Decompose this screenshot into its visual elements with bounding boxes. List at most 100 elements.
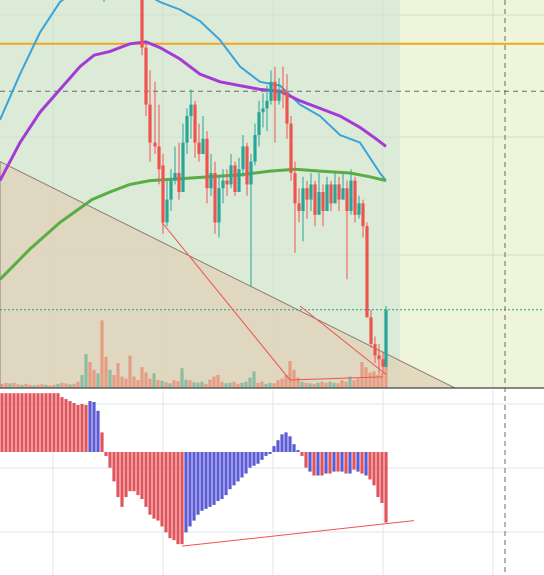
oscillator-bar bbox=[0, 393, 4, 452]
candle-body bbox=[325, 184, 329, 211]
oscillator-bar bbox=[124, 452, 128, 498]
volume-bar bbox=[264, 383, 268, 388]
oscillator-bar bbox=[280, 434, 284, 452]
candle-body bbox=[197, 142, 201, 154]
oscillator-bar bbox=[72, 403, 76, 452]
oscillator-bar bbox=[232, 452, 236, 486]
oscillator-bar bbox=[288, 436, 292, 452]
candle-body bbox=[329, 184, 333, 204]
oscillator-bar bbox=[336, 452, 340, 472]
volume-bar bbox=[276, 380, 280, 388]
oscillator-bar bbox=[168, 452, 172, 539]
price-zone-light bbox=[400, 0, 544, 388]
volume-bar bbox=[372, 371, 376, 388]
oscillator-bar bbox=[52, 393, 56, 452]
volume-bar bbox=[172, 380, 176, 388]
candle-body bbox=[297, 203, 301, 211]
candle-body bbox=[341, 188, 345, 200]
oscillator-bar bbox=[244, 452, 248, 474]
volume-bar bbox=[220, 381, 224, 388]
volume-bar bbox=[376, 375, 380, 388]
volume-bar bbox=[256, 382, 260, 388]
price-trendline bbox=[299, 305, 387, 375]
oscillator-bar bbox=[96, 410, 100, 452]
volume-bar bbox=[92, 369, 96, 388]
volume-bar bbox=[156, 380, 160, 388]
price-trendline bbox=[289, 376, 384, 381]
volume-bar bbox=[40, 384, 44, 388]
oscillator-bar bbox=[112, 452, 116, 482]
volume-bar bbox=[136, 380, 140, 388]
volume-bar bbox=[104, 356, 108, 388]
ma_fast-line bbox=[0, 0, 387, 182]
candle-body bbox=[233, 165, 237, 192]
oscillator-bar bbox=[252, 452, 256, 466]
candle-body bbox=[189, 104, 193, 116]
candle-body bbox=[373, 344, 377, 356]
candle-body bbox=[321, 192, 325, 211]
oscillator-bar bbox=[100, 432, 104, 452]
volume-bar bbox=[48, 385, 52, 388]
oscillator-bar bbox=[76, 404, 80, 452]
volume-bar bbox=[384, 366, 388, 388]
volume-bar bbox=[232, 381, 236, 388]
volume-bar bbox=[224, 383, 228, 388]
volume-bar bbox=[24, 383, 28, 388]
oscillator-bar bbox=[204, 452, 208, 509]
volume-bar bbox=[16, 384, 20, 388]
oscillator-bar bbox=[320, 452, 324, 476]
candle-body bbox=[273, 81, 277, 101]
volume-bar bbox=[228, 382, 232, 388]
volume-bar bbox=[144, 372, 148, 388]
oscillator-bar bbox=[344, 452, 348, 474]
volume-bar bbox=[380, 373, 384, 388]
volume-bar bbox=[128, 355, 132, 388]
candle-body bbox=[365, 226, 369, 318]
candle-body bbox=[384, 309, 388, 367]
candle-body bbox=[177, 173, 181, 192]
candle-body bbox=[217, 188, 221, 223]
volume-bar bbox=[340, 380, 344, 388]
oscillator-bar bbox=[60, 397, 64, 452]
oscillator-bar bbox=[212, 452, 216, 505]
candle-body bbox=[265, 100, 269, 109]
volume-bar bbox=[4, 382, 8, 388]
volume-bar bbox=[168, 383, 172, 388]
candle-body bbox=[157, 146, 161, 170]
candle-body bbox=[245, 146, 249, 185]
candle-body bbox=[277, 89, 281, 101]
volume-bar bbox=[312, 383, 316, 388]
volume-bar bbox=[288, 360, 292, 388]
volume-bar bbox=[268, 382, 272, 388]
volume-bar bbox=[148, 378, 152, 388]
oscillator-bar bbox=[104, 452, 108, 456]
oscillator-bar bbox=[144, 452, 148, 507]
candle-body bbox=[144, 47, 148, 105]
candle-body bbox=[161, 165, 165, 223]
oscillator-bar bbox=[88, 401, 92, 452]
candle-body bbox=[253, 135, 257, 162]
oscillator-bar bbox=[240, 452, 244, 478]
oscillator-bar bbox=[8, 393, 12, 452]
oscillator-bar bbox=[28, 393, 32, 452]
volume-bar bbox=[100, 320, 104, 388]
oscillator-bar bbox=[196, 452, 200, 515]
oscillator-bar bbox=[152, 452, 156, 519]
volume-bar bbox=[108, 369, 112, 388]
oscillator-bar bbox=[224, 452, 228, 496]
oscillator-trendline bbox=[181, 520, 415, 547]
volume-bar bbox=[272, 383, 276, 388]
oscillator-bar bbox=[216, 452, 220, 501]
oscillator-bar bbox=[84, 404, 88, 452]
volume-bar bbox=[96, 373, 100, 388]
oscillator-bar bbox=[332, 452, 336, 472]
volume-bar bbox=[260, 381, 264, 388]
candle-body bbox=[148, 104, 152, 143]
oscillator-bar bbox=[248, 452, 252, 468]
candle-body bbox=[257, 112, 261, 135]
volume-bar bbox=[284, 375, 288, 388]
oscillator-bar bbox=[24, 393, 28, 452]
volume-bar bbox=[80, 375, 84, 388]
